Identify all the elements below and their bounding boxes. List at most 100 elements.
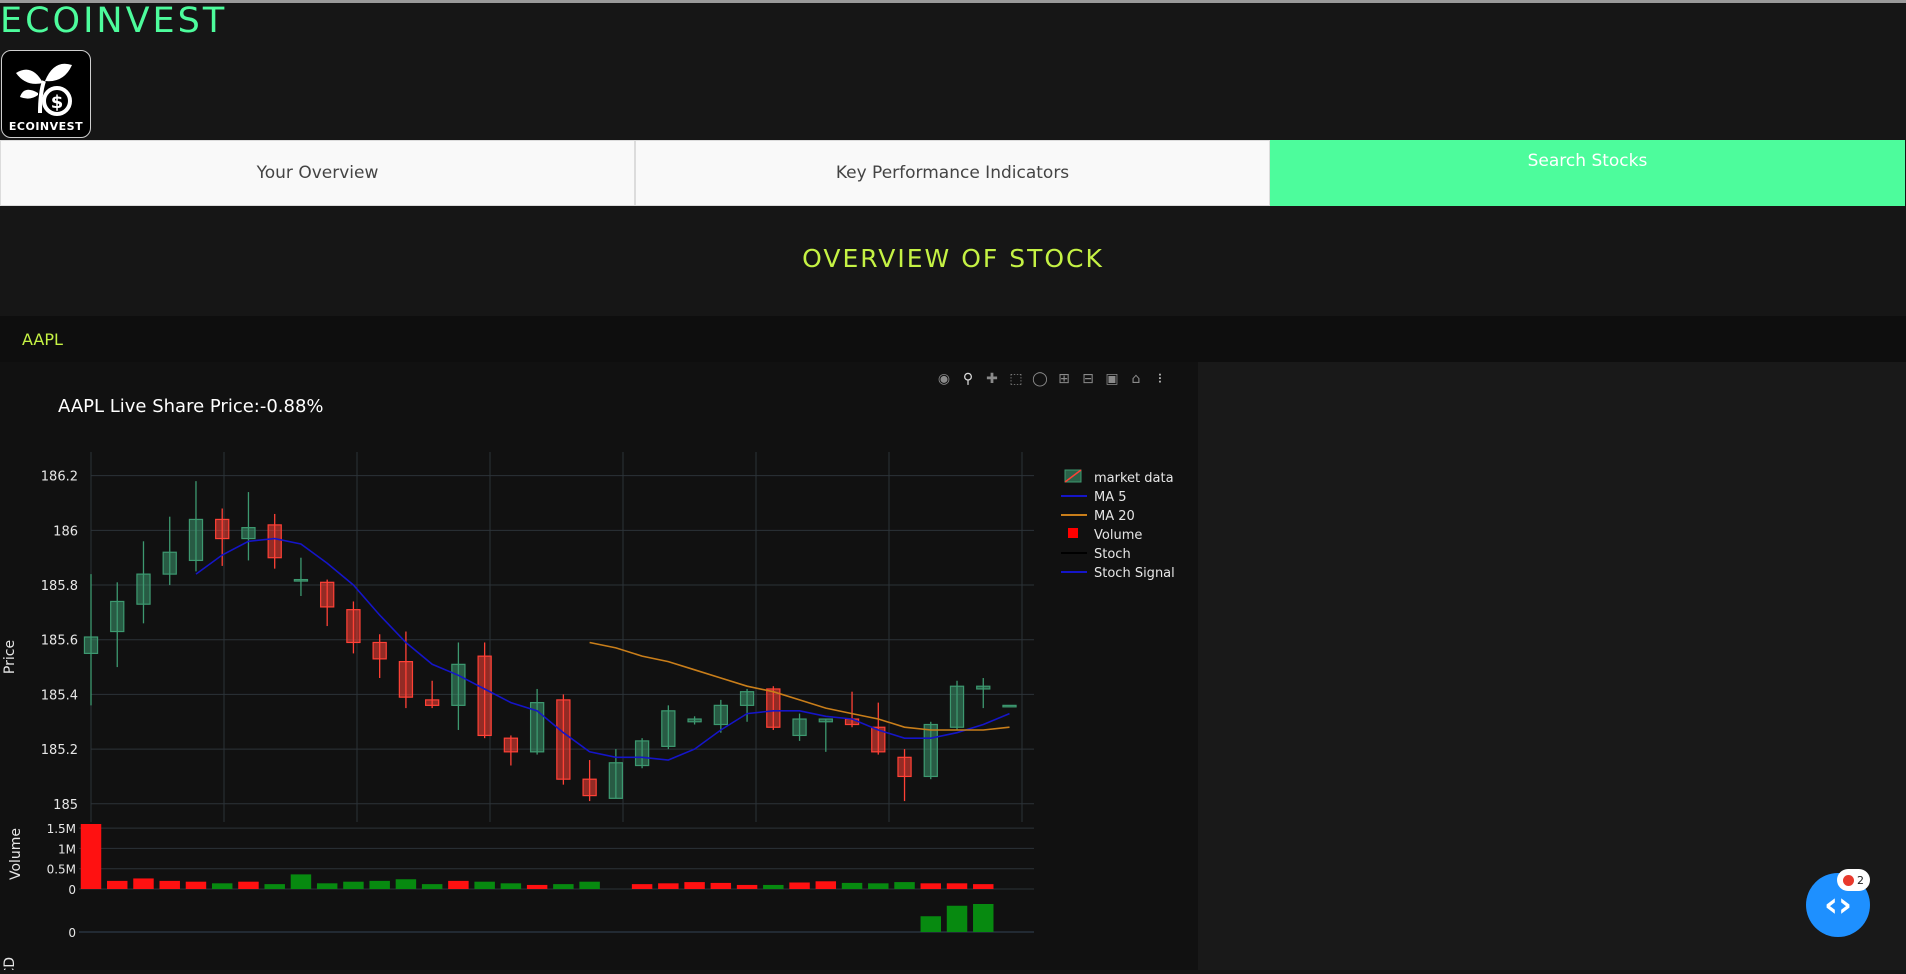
volume-bar: [421, 884, 443, 889]
brand-title: ECOINVEST: [0, 1, 228, 41]
pan-icon[interactable]: ✚: [986, 371, 998, 387]
volume-bar: [238, 881, 259, 889]
tab-key-performance-indicators[interactable]: Key Performance Indicators: [635, 140, 1270, 206]
volume-bar: [763, 884, 784, 889]
box-select-icon[interactable]: ⬚: [1009, 371, 1023, 387]
volume-bar: [658, 883, 679, 889]
ma5-line: [195, 537, 1010, 761]
svg-text:$: $: [51, 92, 64, 113]
code-brackets-icon: ‹›: [1823, 885, 1853, 925]
volume-bar: [710, 882, 732, 889]
volume-bar: [185, 881, 207, 889]
stock-search-input[interactable]: [22, 326, 322, 352]
zoom-out-icon[interactable]: ⊟: [1082, 371, 1094, 387]
tab-your-overview[interactable]: Your Overview: [0, 140, 635, 206]
top-border: [0, 0, 1906, 3]
candle-body: [713, 704, 728, 726]
candle-body: [556, 699, 571, 780]
volume-bar: [264, 884, 285, 889]
lasso-icon[interactable]: ◯: [1032, 371, 1048, 387]
candle-body: [293, 578, 309, 582]
plotly-logo-icon[interactable]: ⁝: [1157, 371, 1163, 387]
y-tick-label: 185.6: [41, 634, 78, 649]
volume-tick-label: 0.5M: [47, 863, 76, 877]
reset-axes-icon[interactable]: ⌂: [1131, 371, 1141, 387]
y-tick-label: 186.2: [41, 470, 78, 485]
error-dot-icon: [1843, 874, 1854, 886]
candle-body: [267, 524, 282, 559]
volume-bar: [107, 880, 128, 889]
macd-axis-label: MACD: [2, 957, 18, 970]
candle-body: [320, 581, 335, 608]
candle-body: [687, 718, 702, 723]
y-tick-label: 186: [53, 524, 78, 539]
candle-body: [1002, 704, 1017, 708]
y-axis-label: Price: [2, 640, 18, 674]
volume-bar: [841, 882, 863, 889]
y-tick-label: 185: [53, 798, 78, 813]
zoom-in-icon[interactable]: ⊞: [1058, 371, 1070, 387]
candle-body: [188, 518, 204, 562]
volume-bar: [553, 884, 574, 889]
candle-body: [346, 609, 361, 644]
candle-body: [792, 718, 807, 737]
candle-body: [766, 688, 781, 728]
candle-body: [661, 710, 676, 747]
camera-icon[interactable]: ◉: [937, 371, 951, 387]
volume-bar: [211, 883, 233, 889]
candle-body: [136, 573, 151, 605]
candle-body: [739, 691, 755, 706]
volume-bar: [369, 880, 390, 889]
macd-bar: [946, 905, 968, 932]
volume-bar: [789, 882, 810, 889]
volume-bar: [946, 883, 968, 889]
volume-bar: [290, 874, 312, 889]
volume-tick-label: 1.5M: [47, 822, 76, 836]
chart-title: AAPL Live Share Price:-0.88%: [58, 396, 324, 417]
candle-body: [634, 740, 650, 767]
plant-dollar-icon: $: [16, 63, 72, 116]
volume-tick-label: 1M: [58, 842, 76, 856]
autoscale-icon[interactable]: ▣: [1105, 371, 1119, 387]
candle-body: [215, 518, 230, 540]
legend-entry: Stoch: [1094, 547, 1131, 562]
volume-bar: [316, 883, 338, 889]
volume-tick-label: 0: [68, 883, 76, 897]
volume-bar: [736, 884, 758, 889]
volume-bar: [133, 878, 154, 889]
volume-bar: [631, 884, 653, 889]
candle-body: [372, 641, 387, 660]
volume-bar: [894, 882, 915, 889]
ma20-line: [589, 641, 1010, 731]
y-tick-label: 185.2: [41, 743, 78, 758]
macd-tick-label: 0: [68, 926, 76, 940]
volume-bar: [80, 824, 102, 889]
macd-bar: [920, 916, 942, 932]
zoom-icon[interactable]: ⚲: [962, 371, 974, 387]
candle-body: [83, 636, 99, 655]
logo-text: ECOINVEST: [8, 120, 84, 133]
volume-bar: [868, 883, 889, 889]
volume-bar: [684, 882, 705, 889]
legend-swatch-volume: [1068, 528, 1078, 538]
volume-bar: [920, 883, 942, 889]
candle-body: [451, 663, 466, 706]
legend-entry: MA 5: [1094, 490, 1127, 505]
legend-swatch-market-data-down: [1064, 469, 1082, 483]
candle-body: [897, 756, 912, 778]
candle-body: [582, 778, 597, 797]
tab-search-stocks[interactable]: Search Stocks: [1270, 140, 1905, 206]
candle-body: [949, 685, 965, 728]
error-count-badge[interactable]: 2: [1837, 869, 1870, 891]
page-heading: OVERVIEW OF STOCK: [802, 244, 1104, 273]
macd-bar: [973, 904, 994, 932]
candle-body: [398, 661, 414, 698]
main-tabs: Your Overview Key Performance Indicators…: [0, 140, 1905, 206]
candle-body: [110, 600, 125, 633]
candle-body: [162, 551, 177, 575]
brand-logo: $ ECOINVEST: [1, 50, 91, 138]
error-count: 2: [1857, 873, 1864, 887]
candle-body: [503, 737, 519, 753]
candle-body: [608, 762, 624, 799]
volume-bar: [343, 881, 364, 889]
